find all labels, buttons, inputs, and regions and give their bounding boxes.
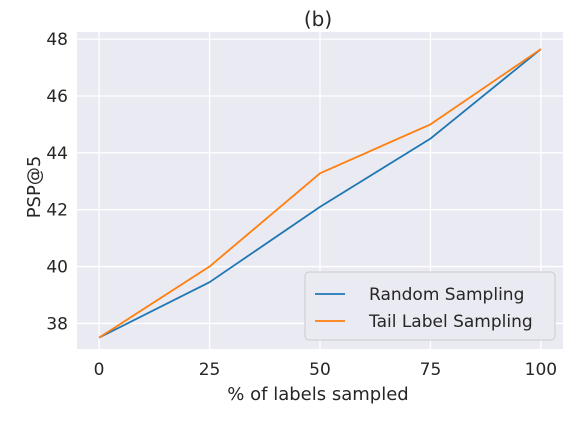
y-axis-label: PSP@5 — [24, 156, 45, 219]
legend-label: Random Sampling — [369, 285, 524, 305]
series-line-tail-label-sampling — [98, 48, 542, 339]
x-tick-label: 0 — [94, 360, 105, 380]
x-tick-label: 50 — [309, 360, 331, 380]
y-tick-labels: 38 40 42 44 46 48 — [46, 30, 68, 334]
x-tick-label: 100 — [525, 360, 557, 380]
x-axis-label: % of labels sampled — [227, 384, 408, 405]
y-tick-label: 46 — [46, 87, 68, 107]
x-tick-label: 75 — [420, 360, 442, 380]
x-tick-labels: 0 25 50 75 100 — [94, 360, 557, 380]
legend-label: Tail Label Sampling — [368, 312, 533, 332]
y-tick-label: 38 — [46, 314, 68, 334]
y-tick-label: 44 — [46, 144, 68, 164]
y-tick-label: 48 — [46, 30, 68, 50]
chart-title: (b) — [304, 7, 332, 31]
legend: Random Sampling Tail Label Sampling — [304, 271, 556, 341]
legend-box — [304, 271, 556, 341]
x-tick-label: 25 — [199, 360, 221, 380]
y-tick-label: 42 — [46, 201, 68, 221]
series-line-random-sampling — [98, 48, 542, 339]
series-layer — [98, 48, 542, 339]
y-tick-label: 40 — [46, 258, 68, 278]
